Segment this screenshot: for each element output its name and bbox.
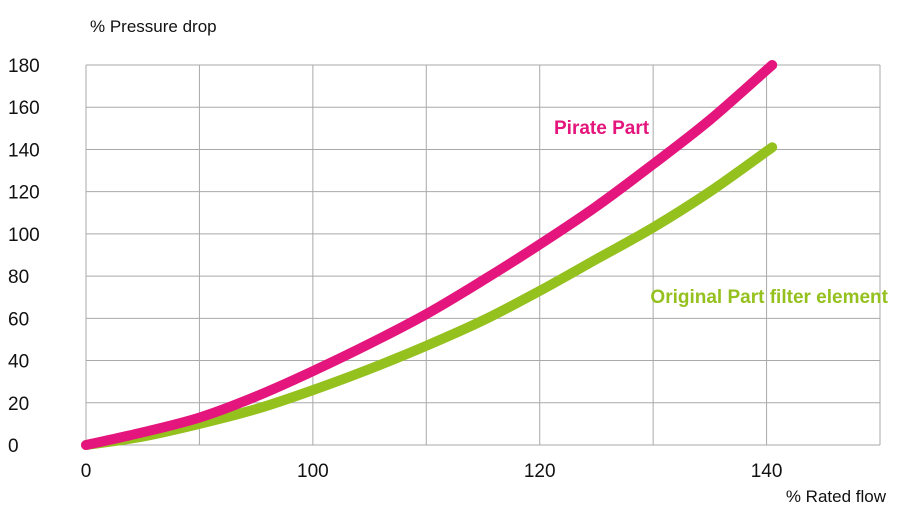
y-tick-label: 160 <box>8 98 40 119</box>
series-line-pirate-part <box>86 65 772 445</box>
y-tick-label: 180 <box>8 56 40 77</box>
y-tick-label: 60 <box>8 309 29 330</box>
y-tick-label: 140 <box>8 140 40 161</box>
x-tick-label: 0 <box>81 461 92 482</box>
series-label-pirate-part: Pirate Part <box>554 118 650 139</box>
series-lines <box>86 65 772 445</box>
y-tick-label: 120 <box>8 183 40 204</box>
series-label-original-part: Original Part filter element <box>650 287 888 308</box>
x-tick-label: 120 <box>524 461 556 482</box>
x-tick-label: 100 <box>297 461 329 482</box>
x-tick-label: 140 <box>751 461 783 482</box>
y-tick-label: 80 <box>8 267 29 288</box>
y-axis-title: % Pressure drop <box>90 17 217 36</box>
tick-labels: 0 20 40 60 80 100 120 140 160 180 0 100 120 140 <box>8 56 782 482</box>
grid <box>86 65 880 445</box>
x-axis-title: % Rated flow <box>786 487 887 506</box>
y-tick-label: 100 <box>8 225 40 246</box>
y-tick-label: 0 <box>8 436 19 457</box>
y-tick-label: 40 <box>8 352 29 373</box>
series-labels: Pirate Part Original Part filter element <box>554 118 889 308</box>
y-tick-label: 20 <box>8 394 29 415</box>
